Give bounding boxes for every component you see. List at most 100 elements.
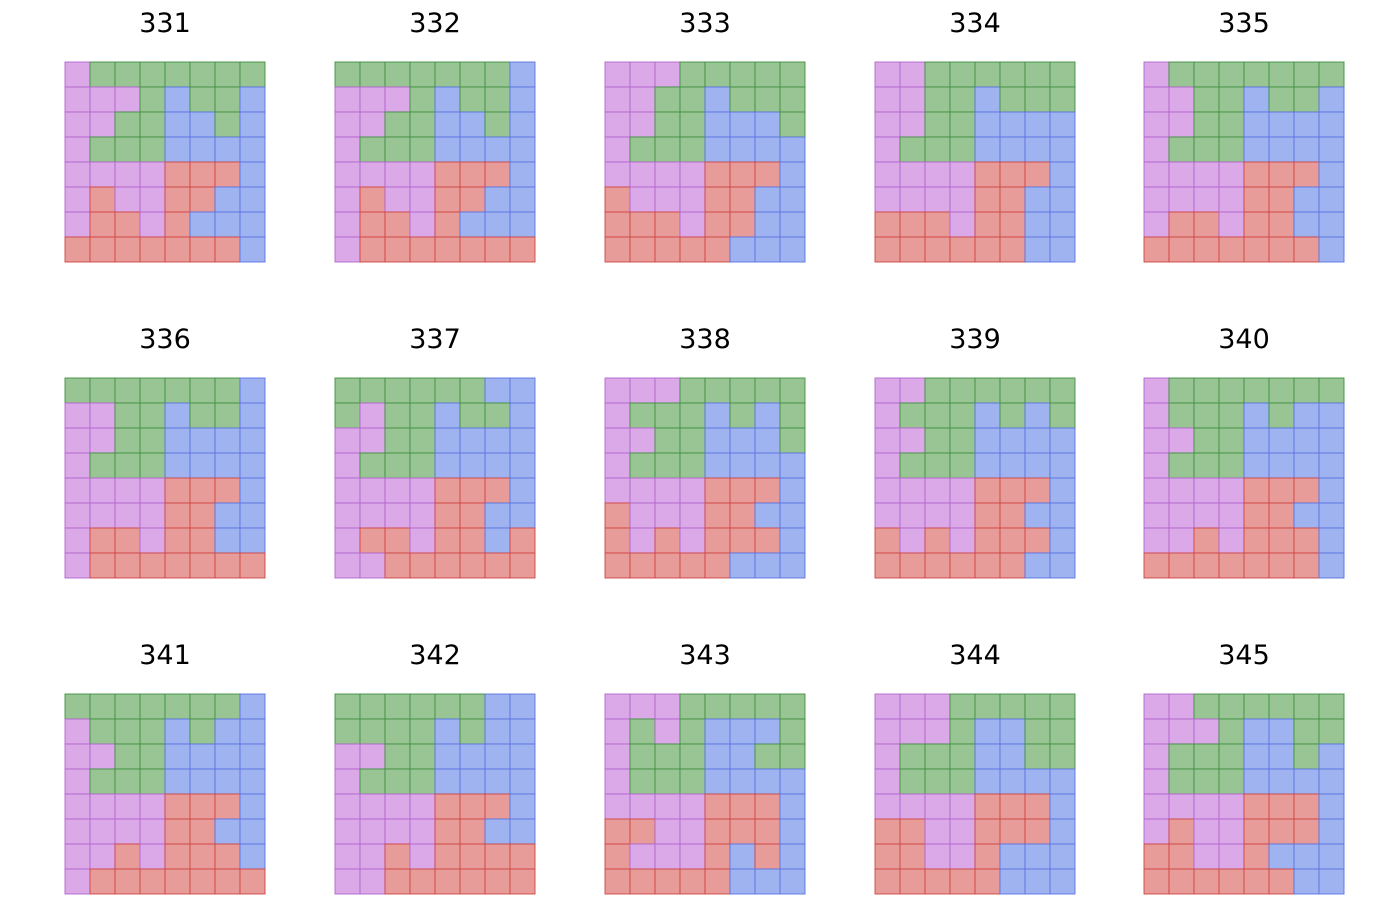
grid-cell xyxy=(139,768,166,795)
grid-cell xyxy=(1143,868,1170,895)
grid-cell xyxy=(1024,86,1051,113)
grid-cell xyxy=(924,477,951,504)
grid-cell xyxy=(1193,818,1220,845)
grid-cell xyxy=(654,477,681,504)
grid-cell xyxy=(999,186,1026,213)
grid-cell xyxy=(64,843,91,870)
grid-cell xyxy=(384,477,411,504)
grid-cell xyxy=(949,552,976,579)
grid-cell xyxy=(214,161,241,188)
grid-cell xyxy=(949,452,976,479)
grid-cell xyxy=(754,236,781,263)
grid-cell xyxy=(779,111,806,138)
grid-cell xyxy=(1218,477,1245,504)
grid-cell xyxy=(974,211,1001,238)
panel-title: 345 xyxy=(1218,640,1270,671)
grid-cell xyxy=(409,211,436,238)
grid-cell xyxy=(1168,427,1195,454)
grid-cell xyxy=(1318,136,1345,163)
grid-cell xyxy=(1193,452,1220,479)
grid-cell xyxy=(1193,552,1220,579)
grid-cell xyxy=(604,86,631,113)
grid-cell xyxy=(899,843,926,870)
grid-cell xyxy=(949,61,976,88)
grid-cell xyxy=(779,136,806,163)
grid-cell xyxy=(64,502,91,529)
grid-cell xyxy=(334,402,361,429)
grid-cell xyxy=(874,452,901,479)
grid-cell xyxy=(874,427,901,454)
puzzle-grid xyxy=(874,377,1076,579)
grid-cell xyxy=(1024,718,1051,745)
grid-cell xyxy=(1049,527,1076,554)
grid-cell xyxy=(949,427,976,454)
grid-cell xyxy=(334,693,361,720)
grid-cell xyxy=(334,818,361,845)
grid-cell xyxy=(949,211,976,238)
puzzle-grid xyxy=(64,61,266,263)
grid-cell xyxy=(239,743,266,770)
grid-cell xyxy=(189,61,216,88)
grid-cell xyxy=(214,843,241,870)
grid-cell xyxy=(1193,768,1220,795)
grid-cell xyxy=(484,111,511,138)
grid-cell xyxy=(1193,427,1220,454)
grid-cell xyxy=(1268,211,1295,238)
grid-cell xyxy=(334,186,361,213)
grid-cell xyxy=(1318,236,1345,263)
grid-cell xyxy=(509,61,536,88)
grid-cell xyxy=(484,843,511,870)
grid-cell xyxy=(139,427,166,454)
grid-cell xyxy=(359,136,386,163)
grid-cell xyxy=(874,111,901,138)
grid-cell xyxy=(679,452,706,479)
grid-cell xyxy=(1293,186,1320,213)
grid-cell xyxy=(1243,843,1270,870)
grid-cell xyxy=(604,693,631,720)
grid-cell xyxy=(334,843,361,870)
grid-cell xyxy=(139,136,166,163)
grid-cell xyxy=(64,111,91,138)
grid-cell xyxy=(1218,86,1245,113)
grid-cell xyxy=(384,61,411,88)
grid-cell xyxy=(874,477,901,504)
grid-cell xyxy=(214,693,241,720)
grid-cell xyxy=(729,693,756,720)
grid-cell xyxy=(1193,186,1220,213)
grid-cell xyxy=(654,161,681,188)
grid-cell xyxy=(114,161,141,188)
grid-cell xyxy=(1318,452,1345,479)
grid-cell xyxy=(239,86,266,113)
grid-cell xyxy=(704,86,731,113)
grid-cell xyxy=(754,718,781,745)
grid-cell xyxy=(434,743,461,770)
grid-cell xyxy=(629,86,656,113)
grid-cell xyxy=(629,236,656,263)
grid-cell xyxy=(1024,211,1051,238)
grid-cell xyxy=(779,236,806,263)
grid-cell xyxy=(1143,377,1170,404)
grid-cell xyxy=(1024,452,1051,479)
grid-cell xyxy=(1318,402,1345,429)
grid-cell xyxy=(604,427,631,454)
grid-cell xyxy=(999,377,1026,404)
grid-cell xyxy=(434,186,461,213)
grid-cell xyxy=(1143,111,1170,138)
grid-cell xyxy=(729,452,756,479)
grid-cell xyxy=(629,377,656,404)
grid-cell xyxy=(654,693,681,720)
grid-cell xyxy=(874,743,901,770)
grid-cell xyxy=(1024,552,1051,579)
grid-cell xyxy=(779,402,806,429)
grid-cell xyxy=(999,527,1026,554)
grid-cell xyxy=(704,161,731,188)
grid-cell xyxy=(409,868,436,895)
grid-cell xyxy=(64,718,91,745)
grid-cell xyxy=(434,427,461,454)
grid-cell xyxy=(239,768,266,795)
grid-cell xyxy=(1168,377,1195,404)
grid-cell xyxy=(434,61,461,88)
puzzle-grid xyxy=(1143,693,1345,895)
grid-cell xyxy=(114,402,141,429)
grid-cell xyxy=(1268,743,1295,770)
